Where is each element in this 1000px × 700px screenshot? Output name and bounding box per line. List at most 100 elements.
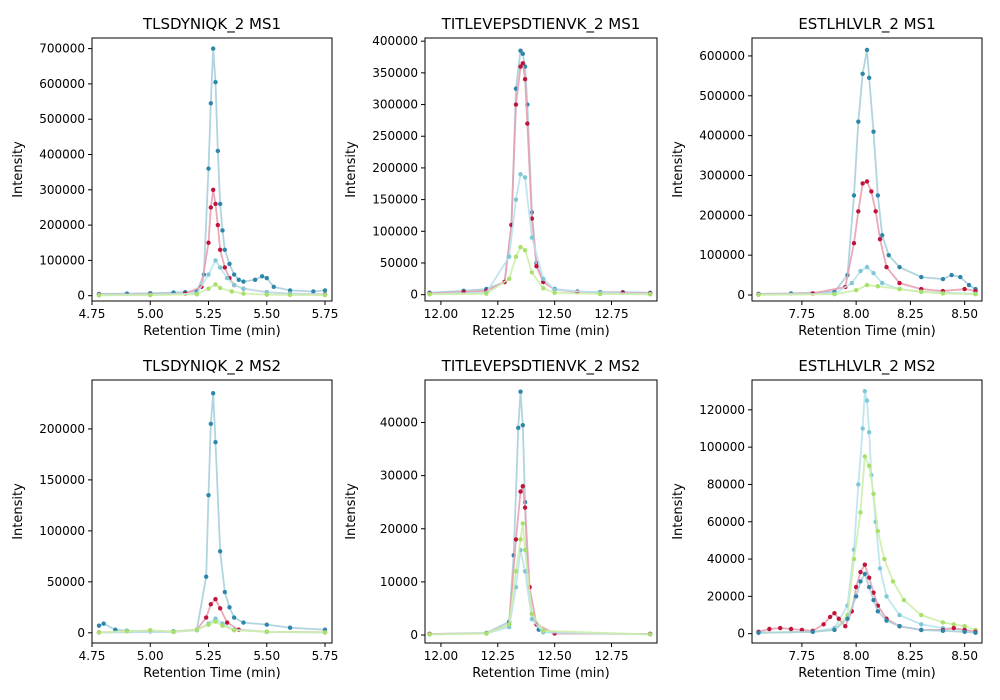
data-point xyxy=(647,632,653,637)
data-point xyxy=(879,233,885,238)
data-point xyxy=(788,626,794,632)
data-point xyxy=(858,268,863,274)
data-point xyxy=(897,280,902,286)
y-tick-label: 0 xyxy=(77,289,85,303)
data-point xyxy=(210,391,216,396)
data-point xyxy=(206,622,211,627)
y-tick-label: 150000 xyxy=(39,473,85,487)
data-point xyxy=(522,175,528,180)
data-point xyxy=(506,622,512,627)
data-point xyxy=(799,627,805,633)
x-tick-label: 5.50 xyxy=(253,649,280,663)
series-line-4 xyxy=(758,571,976,634)
data-point xyxy=(864,179,870,184)
data-point xyxy=(217,265,223,270)
data-point xyxy=(821,622,826,627)
data-point xyxy=(858,569,863,575)
data-point xyxy=(897,286,902,292)
data-point xyxy=(856,119,861,124)
data-point xyxy=(962,624,967,629)
subplot-5: 12.00 12.25 12.50 12.75 0 10000 20000 30000 4000… xyxy=(344,357,658,681)
data-point xyxy=(756,630,761,635)
data-point xyxy=(864,398,870,403)
data-point xyxy=(522,569,528,574)
data-point xyxy=(522,505,528,510)
data-point xyxy=(940,620,946,625)
subplot-title: ESTLHLVLR_2 MS1 xyxy=(798,15,935,34)
data-point xyxy=(194,627,200,632)
data-point xyxy=(919,612,924,618)
data-point xyxy=(597,291,603,297)
subplot-4: 4.75 5.00 5.25 5.50 5.75 0 50000 100000 150000 20… xyxy=(11,357,338,681)
y-tick-label: 300000 xyxy=(699,168,745,182)
y-tick-label: 60000 xyxy=(707,515,745,529)
series-group xyxy=(427,48,653,297)
data-point xyxy=(873,209,878,214)
data-point xyxy=(951,622,956,627)
data-point xyxy=(871,129,876,134)
data-point xyxy=(845,616,850,621)
y-tick-label: 300000 xyxy=(372,98,418,112)
data-point xyxy=(96,293,102,298)
data-point xyxy=(875,528,881,534)
data-point xyxy=(520,61,525,66)
data-point xyxy=(213,616,218,621)
data-point xyxy=(208,205,214,210)
data-point xyxy=(552,290,557,295)
data-point xyxy=(231,282,237,288)
data-point xyxy=(215,222,221,228)
data-point xyxy=(222,589,228,595)
y-tick-label: 350000 xyxy=(372,66,418,80)
data-point xyxy=(513,254,519,259)
data-point xyxy=(206,286,211,291)
series-line-4 xyxy=(429,523,651,636)
x-tick-label: 8.00 xyxy=(843,307,870,321)
data-point xyxy=(882,556,887,562)
x-tick-label: 5.75 xyxy=(312,307,339,321)
x-tick-label: 5.75 xyxy=(312,649,339,663)
data-point xyxy=(871,491,876,496)
y-tick-label: 0 xyxy=(737,627,745,641)
data-point xyxy=(516,425,521,431)
x-axis-label: Retention Time (min) xyxy=(472,324,609,339)
x-axis-label: Retention Time (min) xyxy=(798,324,935,339)
data-point xyxy=(206,240,211,245)
data-point xyxy=(541,286,546,291)
x-tick-label: 7.75 xyxy=(789,649,816,663)
plot-area xyxy=(425,38,657,301)
subplot-title: TITLEVEPSDTIENVK_2 MS1 xyxy=(441,15,641,34)
data-point xyxy=(897,264,902,270)
data-point xyxy=(858,579,863,584)
y-axis-label: Intensity xyxy=(11,483,26,540)
data-point xyxy=(513,197,519,202)
subplot-3: 7.75 8.00 8.25 8.50 0 100000 200000 300000 40000… xyxy=(671,15,983,339)
data-point xyxy=(213,201,218,207)
data-point xyxy=(522,76,528,82)
data-point xyxy=(96,630,102,635)
data-point xyxy=(208,101,214,106)
data-point xyxy=(529,616,535,622)
data-point xyxy=(647,292,653,297)
plot-area xyxy=(752,38,982,301)
data-point xyxy=(541,628,546,633)
data-point xyxy=(525,121,530,126)
data-point xyxy=(213,596,218,602)
data-point xyxy=(229,289,235,294)
y-tick-label: 20000 xyxy=(380,522,418,536)
data-point xyxy=(862,388,868,394)
y-tick-label: 0 xyxy=(77,626,85,640)
y-tick-label: 100000 xyxy=(699,248,745,262)
data-point xyxy=(877,566,883,571)
x-tick-label: 8.25 xyxy=(897,649,924,663)
y-tick-label: 100000 xyxy=(39,524,85,538)
y-tick-label: 0 xyxy=(737,288,745,302)
x-tick-label: 5.25 xyxy=(195,649,222,663)
x-tick-label: 5.00 xyxy=(137,307,164,321)
data-point xyxy=(259,274,265,279)
data-point xyxy=(322,292,328,298)
x-tick-label: 5.25 xyxy=(195,307,222,321)
data-point xyxy=(949,272,954,278)
data-point xyxy=(124,629,130,634)
x-tick-label: 12.75 xyxy=(594,307,628,321)
series-group xyxy=(96,46,328,298)
